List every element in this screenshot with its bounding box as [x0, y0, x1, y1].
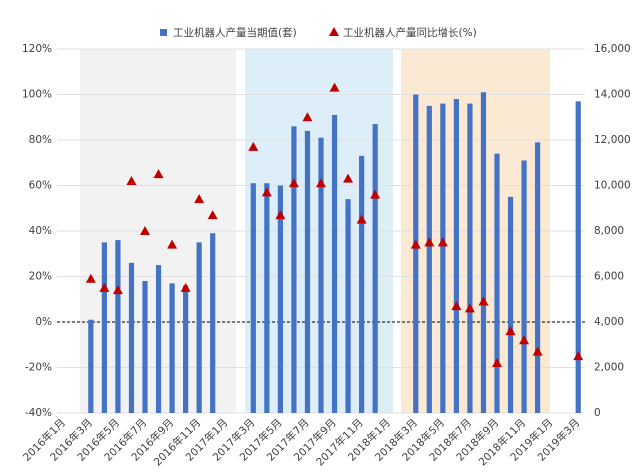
triangle-marker [532, 346, 543, 356]
bar [250, 183, 256, 413]
legend-label: 工业机器人产量同比增长(%) [343, 26, 477, 39]
y-tick-label: 80% [29, 134, 52, 146]
legend-label: 工业机器人产量当期值(套) [173, 26, 297, 39]
y-tick-label: 100% [22, 89, 52, 101]
bar [521, 160, 527, 413]
y2-tick-label: 6,000 [594, 271, 624, 283]
y-tick-label: 0% [35, 316, 52, 328]
triangle-marker [275, 210, 286, 220]
legend-swatch [160, 29, 167, 36]
bar [142, 281, 148, 413]
y-tick-label: 40% [29, 225, 52, 237]
bar [183, 285, 189, 413]
triangle-marker [167, 239, 178, 249]
triangle-marker [329, 82, 340, 92]
legend-swatch [329, 27, 339, 36]
y-tick-label: 120% [22, 43, 52, 55]
bar [331, 114, 338, 413]
bar [413, 94, 419, 413]
triangle-marker [126, 175, 137, 185]
triangle-marker [302, 112, 313, 122]
bar [155, 265, 162, 413]
y-tick-label: 60% [29, 180, 52, 192]
bar [494, 153, 500, 413]
triangle-marker [343, 173, 354, 183]
triangle-marker [207, 210, 218, 220]
bar [291, 126, 297, 413]
bar [115, 240, 121, 413]
bar [359, 155, 365, 414]
bar [467, 103, 473, 413]
triangle-marker [478, 296, 489, 306]
y2-tick-label: 10,000 [594, 180, 631, 192]
bar [196, 242, 202, 413]
triangle-marker [99, 282, 110, 292]
bar [318, 137, 324, 413]
bar [128, 262, 135, 413]
legend: 工业机器人产量当期值(套) 工业机器人产量同比增长(%) [160, 26, 477, 39]
triangle-marker [424, 237, 435, 247]
bar [440, 103, 446, 413]
bar [210, 233, 216, 413]
bar [453, 99, 459, 414]
bar [169, 283, 175, 413]
triangle-marker [370, 189, 381, 199]
y-tick-label: 20% [29, 271, 52, 283]
triangle-marker [437, 237, 448, 247]
bar [304, 130, 311, 413]
bar [507, 196, 514, 413]
bar [372, 124, 378, 413]
y2-tick-label: 8,000 [594, 225, 624, 237]
triangle-marker [85, 273, 96, 283]
triangle-marker [464, 303, 475, 313]
triangle-marker [451, 301, 462, 311]
y2-tick-label: 2,000 [594, 362, 624, 374]
triangle-marker [492, 357, 502, 367]
bar [264, 183, 270, 413]
bar [575, 101, 581, 413]
triangle-marker [573, 351, 584, 361]
triangle-marker [505, 326, 516, 336]
y2-tick-label: 14,000 [594, 89, 631, 101]
triangle-marker [519, 335, 530, 345]
triangle-marker [288, 178, 299, 188]
triangle-marker [112, 285, 123, 295]
triangle-marker [248, 141, 259, 151]
y2-tick-label: 4,000 [594, 316, 624, 328]
bar [345, 199, 351, 413]
bar [426, 105, 432, 413]
triangle-marker [194, 194, 205, 204]
bar [535, 142, 541, 413]
triangle-marker [180, 282, 191, 292]
triangle-marker [153, 169, 164, 179]
y2-tick-label: 12,000 [594, 134, 631, 146]
bar [480, 92, 487, 413]
y2-tick-label: 0 [594, 407, 601, 419]
triangle-marker [316, 178, 326, 188]
triangle-marker [356, 214, 367, 224]
y2-tick-label: 16,000 [594, 43, 631, 55]
y-tick-label: -40% [25, 407, 52, 419]
triangle-marker [410, 239, 421, 249]
bar [277, 185, 283, 413]
triangle-marker [261, 187, 272, 197]
bar [101, 242, 107, 413]
bar [88, 319, 94, 413]
y-tick-label: -20% [25, 362, 52, 374]
triangle-marker [140, 226, 150, 235]
